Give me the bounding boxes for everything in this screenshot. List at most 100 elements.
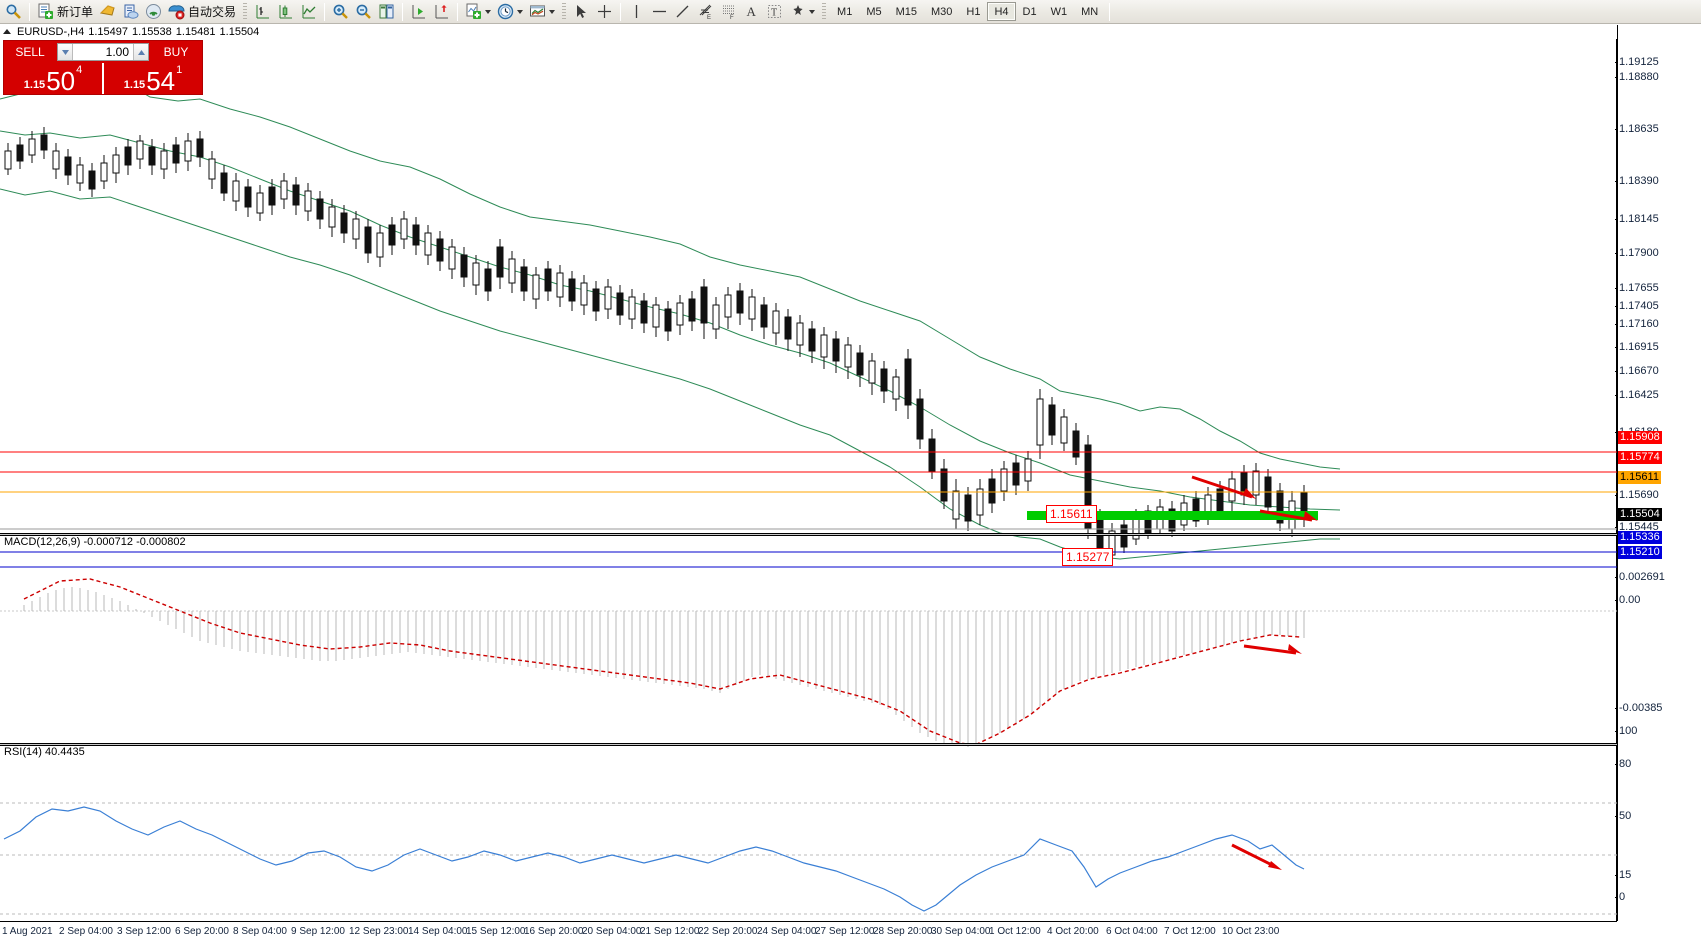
price-level-lines (0, 451, 1617, 568)
sell-price-prefix: 1.15 (23, 79, 46, 91)
shapes-button[interactable] (786, 1, 818, 23)
timeframe-h1[interactable]: H1 (966, 6, 981, 18)
timeframe-m1[interactable]: M1 (837, 6, 853, 18)
price-tag-pivot[interactable]: 1.15611 (1618, 471, 1661, 484)
buy-quote[interactable]: 1.15 54 1 (102, 63, 202, 94)
rsi-scale-tick: 80 (1614, 758, 1632, 770)
crosshair-button[interactable] (593, 1, 616, 23)
indicator-list-button[interactable] (96, 1, 119, 23)
time-label: 8 Sep 04:00 (233, 926, 287, 937)
timeframe-m30[interactable]: M30 (931, 6, 953, 18)
new-order-button[interactable]: 新订单 (34, 1, 96, 23)
data-window-icon (378, 3, 395, 20)
search-icon[interactable] (2, 1, 25, 23)
timeframe-d1[interactable]: D1 (1022, 6, 1037, 18)
autotrading-label: 自动交易 (188, 5, 237, 19)
one-click-quotes-row: 1.15 50 4 1.15 54 1 (4, 63, 202, 94)
volume-decrement-icon[interactable] (58, 44, 73, 60)
sell-button[interactable]: SELL (4, 41, 56, 63)
rsi-separator (0, 743, 1617, 746)
collapse-icon[interactable] (3, 29, 11, 34)
annotation-label-1.15277[interactable]: 1.15277 (1062, 548, 1114, 566)
svg-text:T: T (771, 8, 777, 19)
line-chart-button[interactable] (297, 1, 320, 23)
price-tag-resistance-1[interactable]: 1.15908 (1618, 431, 1662, 444)
svg-text:F: F (730, 15, 734, 20)
line-chart-icon (300, 3, 317, 20)
elliott-wave-button[interactable]: E (694, 1, 717, 23)
price-tag-support-2[interactable]: 1.15210 (1618, 546, 1662, 559)
annotation-label-1.15611[interactable]: 1.15611 (1046, 505, 1097, 523)
chevron-down-icon[interactable] (809, 9, 816, 14)
timeframe-h4[interactable]: H4 (987, 2, 1016, 21)
toolbar-separator (620, 2, 622, 21)
auto-scroll-icon (410, 3, 427, 20)
chart-shift-button[interactable] (430, 1, 453, 23)
add-indicator-button[interactable] (462, 1, 494, 23)
timeframe-dropdown-button[interactable] (494, 1, 526, 23)
autotrading-button[interactable]: 自动交易 (165, 1, 239, 23)
chevron-down-icon[interactable] (549, 9, 556, 14)
timeframe-m15[interactable]: M15 (895, 6, 917, 18)
timeframe-w1[interactable]: W1 (1050, 6, 1068, 18)
text-label-button[interactable]: T (763, 1, 786, 23)
price-arrow-annotations (1191, 475, 1318, 522)
buy-button[interactable]: BUY (150, 41, 202, 63)
chevron-down-icon[interactable] (485, 9, 492, 14)
shapes-icon (789, 3, 806, 20)
signals-button[interactable] (142, 1, 165, 23)
timeframe-mn[interactable]: MN (1081, 6, 1099, 18)
trendline-button[interactable] (671, 1, 694, 23)
ohlc-high: 1.15538 (132, 25, 172, 38)
macd-scale-tick: -0.00385 (1614, 702, 1663, 714)
volume-value[interactable]: 1.00 (105, 45, 129, 59)
data-window-button[interactable] (375, 1, 398, 23)
time-label: 7 Oct 12:00 (1164, 926, 1216, 937)
axis-corner (1617, 921, 1701, 943)
price-tag-resistance-2[interactable]: 1.15774 (1618, 451, 1662, 464)
horizontal-line-button[interactable] (648, 1, 671, 23)
time-axis[interactable]: 1 Aug 2021 2 Sep 04:00 3 Sep 12:00 6 Sep… (0, 921, 1617, 943)
chart-canvas[interactable]: 1.15611 1.15277 MACD(12,26,9) -0.000712 … (0, 39, 1617, 921)
toolbar-grip[interactable] (822, 2, 827, 21)
time-label: 14 Sep 04:00 (408, 926, 468, 937)
terminal-button[interactable] (119, 1, 142, 23)
price-tick: 1.16670 (1615, 365, 1659, 377)
sell-price-big: 50 (46, 66, 76, 96)
auto-scroll-button[interactable] (407, 1, 430, 23)
bar-chart-button[interactable] (251, 1, 274, 23)
sell-quote[interactable]: 1.15 50 4 (4, 63, 102, 94)
price-tick: 1.18635 (1615, 123, 1659, 135)
ohlc-close: 1.15504 (219, 25, 260, 38)
price-scale[interactable]: 1.19125 1.18880 1.18635 1.18390 1.18145 … (1614, 25, 1701, 921)
volume-stepper[interactable]: 1.00 (57, 43, 149, 61)
text-button[interactable]: A (740, 1, 763, 23)
one-click-trading-panel[interactable]: SELL 1.00 BUY 1.15 50 4 1.15 54 1 (3, 40, 203, 95)
main-toolbar: 新订单 (0, 0, 1701, 24)
fibonacci-button[interactable]: F (717, 1, 740, 23)
volume-increment-icon[interactable] (133, 44, 148, 60)
time-label: 1 Aug 2021 (2, 926, 53, 937)
cursor-button[interactable] (570, 1, 593, 23)
price-tag-support-1[interactable]: 1.15336 (1618, 531, 1662, 544)
zoom-in-button[interactable] (329, 1, 352, 23)
time-label: 24 Sep 04:00 (757, 926, 817, 937)
crosshair-icon (596, 3, 613, 20)
price-tick: 1.18145 (1615, 213, 1659, 225)
chevron-down-icon[interactable] (517, 9, 524, 14)
fibonacci-icon: F (720, 3, 737, 21)
price-tag-current[interactable]: 1.15504 (1618, 508, 1662, 521)
terminal-icon (122, 3, 139, 20)
buy-price-sup: 1 (176, 64, 183, 76)
timeframe-m5[interactable]: M5 (866, 6, 882, 18)
toolbar-grip[interactable] (243, 2, 248, 21)
toolbar-separator (29, 2, 30, 21)
templates-button[interactable] (526, 1, 558, 23)
vertical-line-button[interactable] (625, 1, 648, 23)
zoom-out-button[interactable] (352, 1, 375, 23)
toolbar-grip[interactable] (562, 2, 567, 21)
candlestick-chart-button[interactable] (274, 1, 297, 23)
svg-text:A: A (747, 4, 757, 19)
price-tick: 1.15445 (1615, 521, 1659, 533)
candlestick-chart-icon (277, 3, 294, 20)
